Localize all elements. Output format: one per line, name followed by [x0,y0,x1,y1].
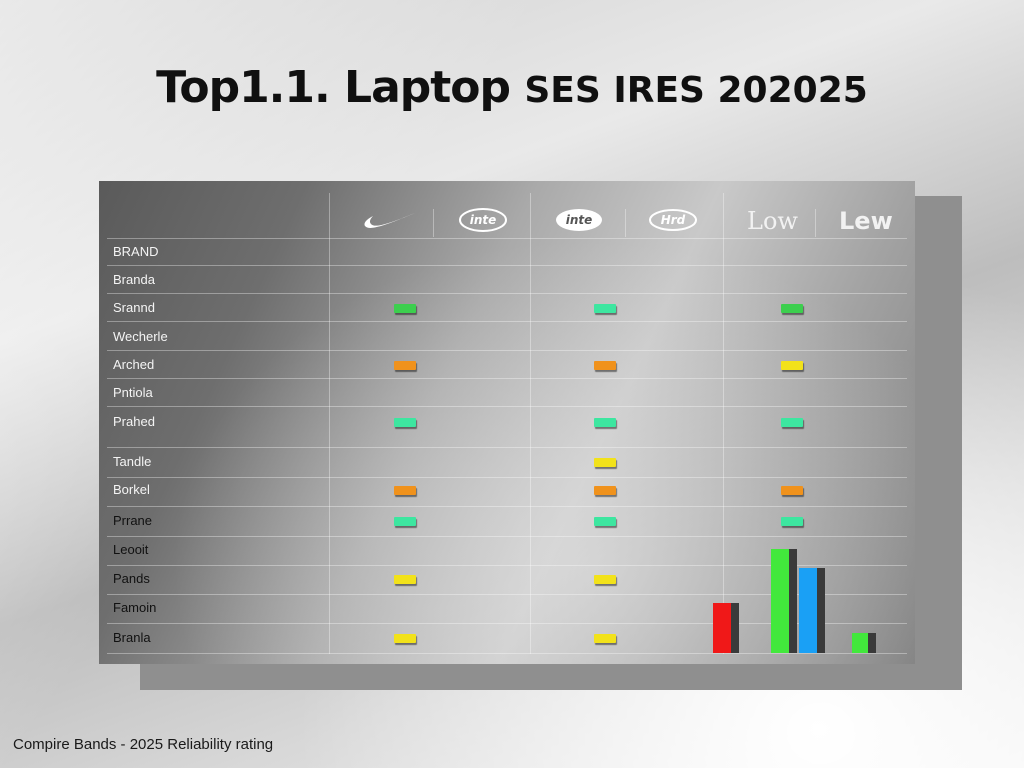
row-label: Branla [113,630,151,645]
row-divider [107,350,907,351]
column-divider [723,193,724,654]
rating-indicator-teal [594,418,616,427]
row-label: Tandle [113,454,152,469]
rating-indicator-orange [594,361,616,370]
row-label: BRAND [113,244,159,259]
row-divider [107,293,907,294]
row-divider [107,378,907,379]
mini-bar [771,549,789,653]
row-label: Arched [113,357,155,372]
mini-bar [713,603,731,653]
brand-logo-icon: Hrd [645,203,701,237]
mini-bar [852,633,868,653]
header-divider [625,209,626,237]
row-label: Leooit [113,542,149,557]
rating-indicator-orange [594,486,616,495]
row-divider [107,594,907,595]
rating-indicator-yellow [394,575,416,584]
header-lew: Lew [839,207,893,235]
row-divider [107,447,907,448]
rating-indicator-teal [394,418,416,427]
rating-indicator-yellow [594,575,616,584]
caption: Compire Bands - 2025 Reliability rating [13,736,274,753]
rating-indicator-teal [594,304,616,313]
row-divider [107,406,907,407]
mini-bar [799,568,817,653]
row-label: Prahed [113,414,155,429]
rating-indicator-teal [394,517,416,526]
rating-indicator-teal [781,517,803,526]
comparison-board: inte inte Hrd Low Lew BRAND Branda Srannd W… [99,181,915,664]
row-divider [107,238,907,239]
row-label: Srannd [113,300,155,315]
title-main: Top1.1. Laptop [156,62,511,113]
row-label: Prrane [113,513,153,528]
row-label: Branda [113,272,155,287]
row-divider [107,565,907,566]
rating-indicator-green [781,304,803,313]
row-divider [107,506,907,507]
swoosh-logo-icon [361,203,419,237]
rating-indicator-yellow [594,458,616,467]
header-low: Low [747,207,798,235]
rating-indicator-orange [781,486,803,495]
svg-text:inte: inte [470,213,497,227]
row-divider [107,536,907,537]
row-divider [107,477,907,478]
svg-text:Hrd: Hrd [661,213,686,227]
row-label: Wecherle [113,329,168,344]
intel-logo-icon: inte [551,203,607,237]
rating-indicator-teal [781,418,803,427]
rating-indicator-orange [394,486,416,495]
intel-logo-icon: inte [455,203,511,237]
rating-indicator-yellow [781,361,803,370]
row-label: Famoin [113,600,157,615]
header-divider [815,209,816,237]
rating-indicator-yellow [394,634,416,643]
svg-text:inte: inte [566,213,593,227]
rating-indicator-orange [394,361,416,370]
row-label: Borkel [113,482,150,497]
rating-indicator-yellow [594,634,616,643]
row-divider [107,653,907,654]
row-divider [107,623,907,624]
title-sub: SES IRES 202025 [524,70,868,111]
page-title: Top1.1. Laptop SES IRES 202025 [0,62,1024,113]
column-divider [530,193,531,654]
row-divider [107,321,907,322]
rating-indicator-green [394,304,416,313]
row-label: Pntiola [113,385,153,400]
rating-indicator-teal [594,517,616,526]
row-label: Pands [113,571,150,586]
column-divider [329,193,330,654]
row-divider [107,265,907,266]
header-divider [433,209,434,237]
